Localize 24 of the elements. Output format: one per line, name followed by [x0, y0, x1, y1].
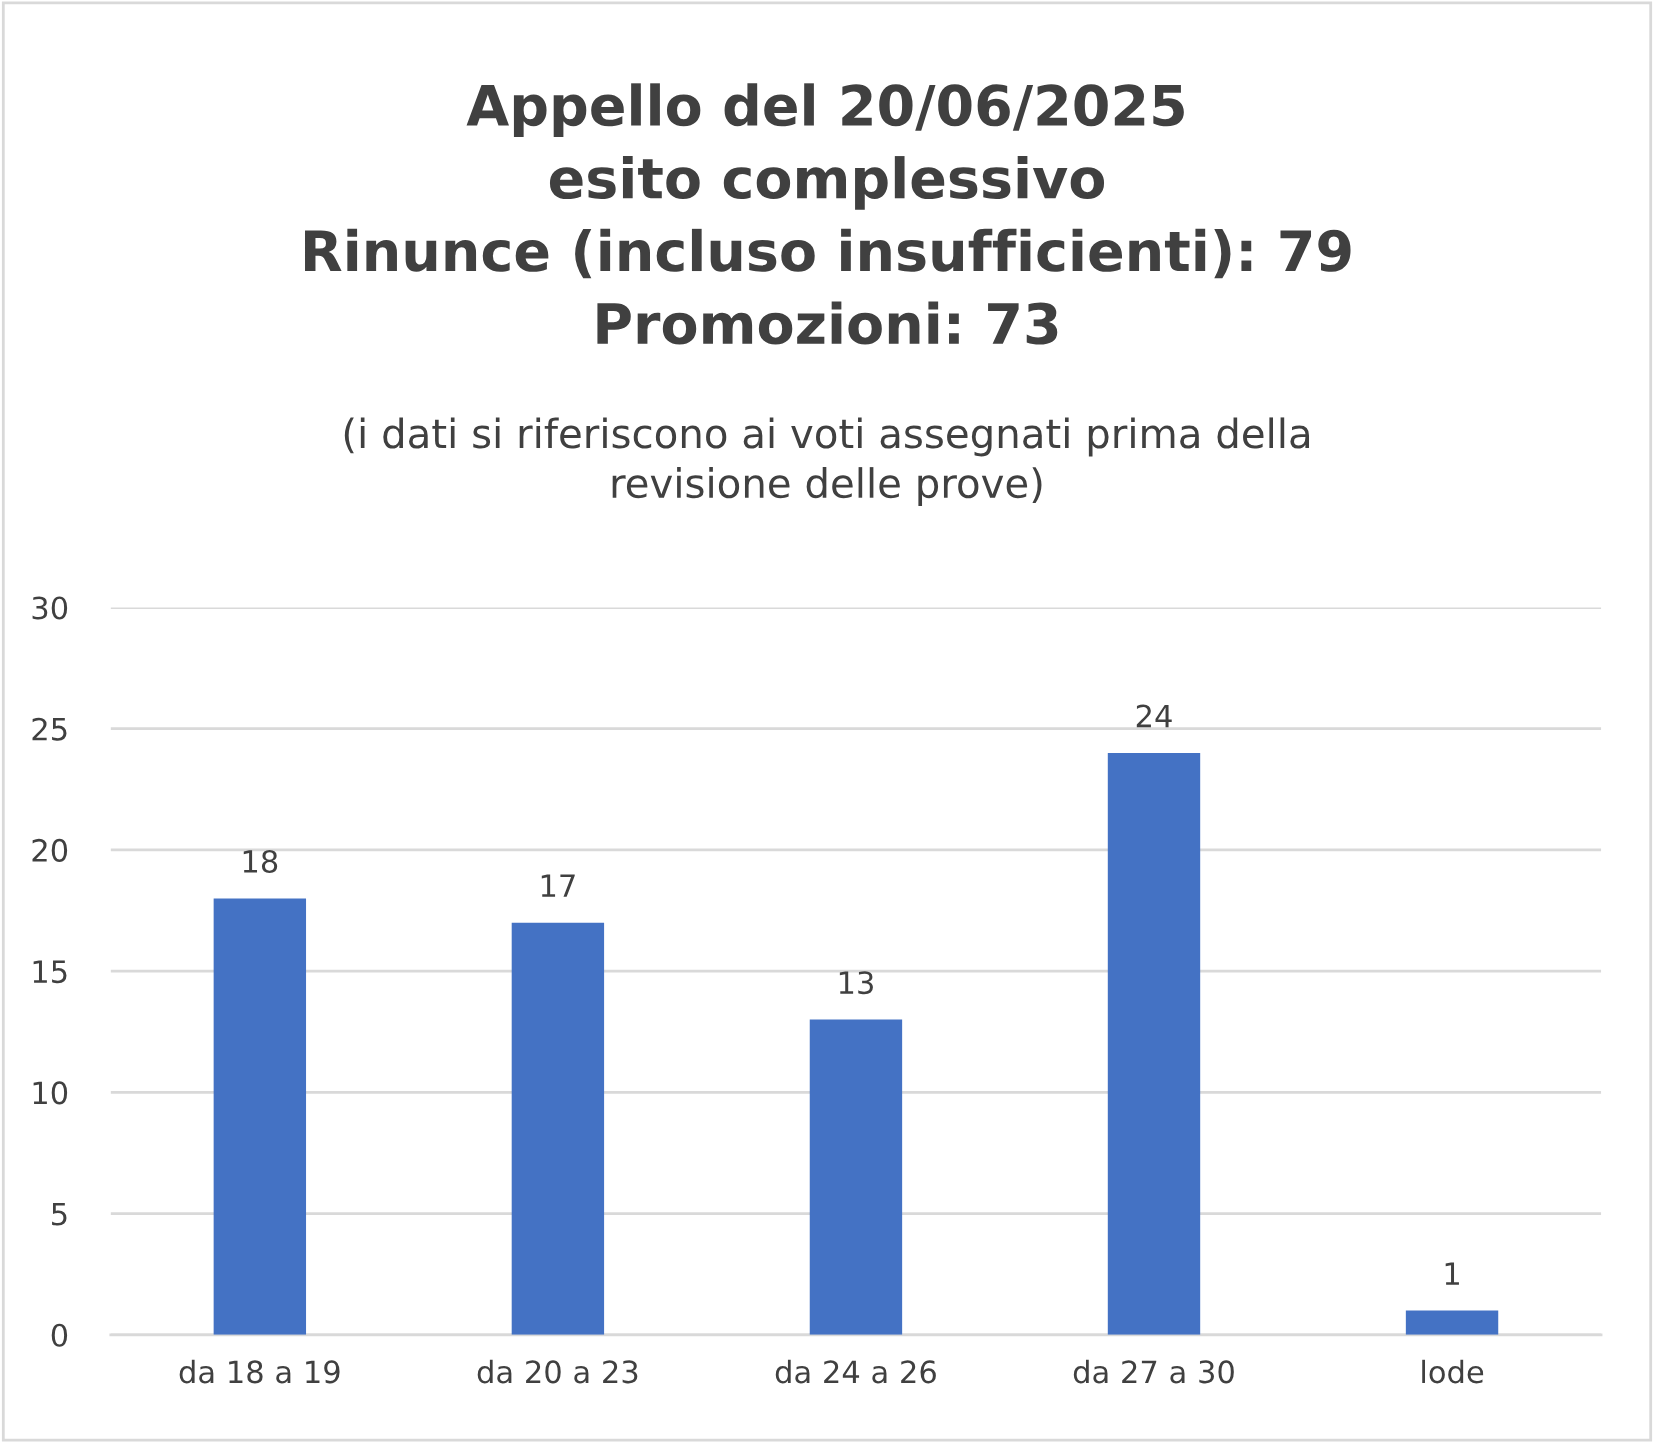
data-label: 17: [541, 874, 575, 897]
bar: [1405, 1310, 1499, 1335]
data-label: 13: [839, 971, 873, 995]
y-tick-label: 25: [32, 717, 67, 741]
x-tick-label: da 24 a 26: [775, 1359, 936, 1384]
y-tick-label: 5: [52, 1202, 67, 1226]
chart-title: Appello del 20/06/2025 esito complessivo Rinunce (incluso insufficienti): 79 Promozioni: 73: [305, 83, 1351, 345]
data-label: 18: [243, 849, 278, 874]
x-tick-label: da 18 a 19: [179, 1359, 340, 1384]
y-tick-label: 0: [51, 1323, 68, 1347]
chart-subtitle: (i dati si riferiscono ai voti assegnati prima della revisione delle prove): [344, 417, 1310, 507]
bar: [511, 922, 605, 1335]
data-label: 1: [1445, 1262, 1459, 1285]
y-tick-label: 10: [33, 1081, 68, 1105]
y-tick-label: 20: [32, 838, 68, 862]
bar: [1107, 752, 1201, 1335]
x-tick-label: lode: [1422, 1359, 1484, 1384]
x-tick-label: da 20 a 23: [477, 1359, 638, 1384]
data-label: 24: [1136, 704, 1172, 728]
y-tick-label: 15: [33, 960, 67, 984]
y-tick-label: 30: [32, 596, 68, 620]
bar: [213, 898, 307, 1335]
x-tick-label: da 27 a 30: [1073, 1359, 1234, 1384]
bar: [809, 1019, 903, 1335]
